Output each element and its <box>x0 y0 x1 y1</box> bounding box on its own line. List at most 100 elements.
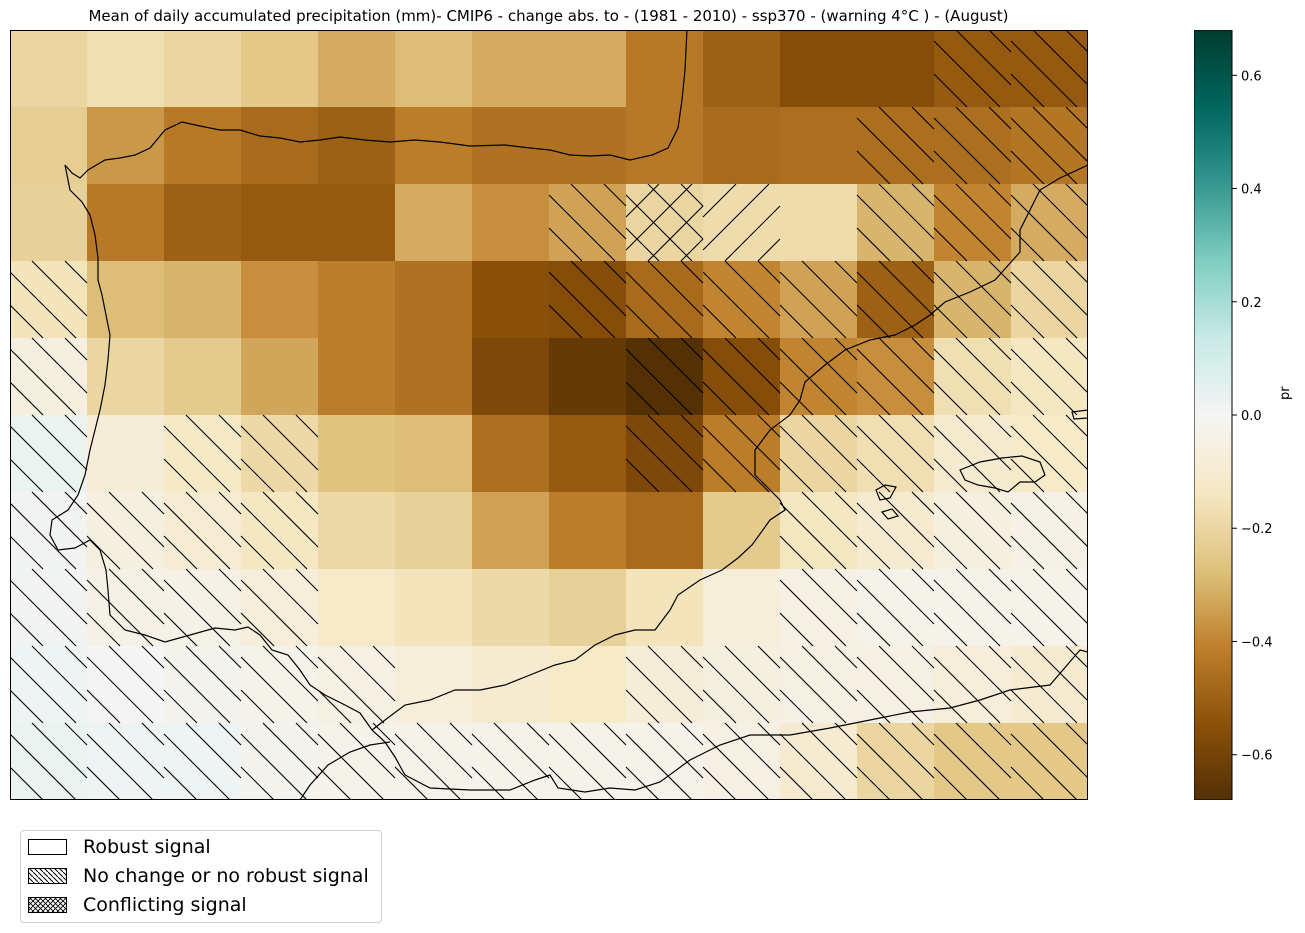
no-signal-hatch-cell <box>779 722 858 800</box>
grid-cell <box>549 184 627 262</box>
grid-cell <box>87 569 165 647</box>
grid-cell <box>626 415 704 493</box>
grid-cell <box>241 723 319 800</box>
colorbar-tick-label: 0.6 <box>1241 69 1262 84</box>
grid-cell <box>780 30 858 108</box>
no-signal-hatch-cell <box>779 260 858 339</box>
no-signal-hatch-cell <box>933 106 1012 185</box>
grid-cell <box>164 30 242 108</box>
grid-cell <box>780 261 858 339</box>
no-signal-hatch-cell <box>779 568 858 647</box>
grid-cell <box>318 184 396 262</box>
no-signal-hatch-cell <box>625 414 704 493</box>
no-signal-hatch-cell <box>240 722 319 800</box>
no-signal-hatch-cell <box>779 645 858 724</box>
grid-cell <box>472 646 550 724</box>
grid-cell <box>395 723 473 800</box>
hatch-legend: Robust signal No change or no robust sig… <box>20 830 382 923</box>
grid-cell <box>780 569 858 647</box>
legend-label-no-signal: No change or no robust signal <box>83 865 369 887</box>
grid-cell <box>395 646 473 724</box>
grid-cell <box>857 184 935 262</box>
grid-cell <box>87 107 165 185</box>
grid-cell <box>10 723 88 800</box>
grid-cell <box>241 415 319 493</box>
robust-swatch-icon <box>28 839 67 855</box>
map-title: Mean of daily accumulated precipitation … <box>88 7 1009 25</box>
grid-cell <box>87 646 165 724</box>
colorbar-tick-label: 0.2 <box>1241 296 1262 311</box>
grid-cell <box>549 261 627 339</box>
grid-cell <box>857 338 935 416</box>
grid-cell <box>472 338 550 416</box>
no-signal-hatch-cell <box>625 722 704 800</box>
no-signal-hatch-cell <box>933 722 1012 800</box>
no-signal-hatch-cell <box>933 30 1012 108</box>
colorbar-tick-label: 0.0 <box>1241 409 1262 424</box>
grid-cell <box>549 492 627 570</box>
colorbar: 0.6 0.4 0.2 0.0 −0.2 −0.4 −0.6 <box>1194 30 1273 800</box>
grid-cell <box>472 492 550 570</box>
no-signal-hatch-cell <box>933 491 1012 570</box>
grid-cell <box>1011 415 1088 493</box>
grid-cell <box>318 492 396 570</box>
no-signal-hatch-cell <box>163 722 242 800</box>
grid-cell <box>934 30 1012 108</box>
grid-cell <box>857 261 935 339</box>
grid-cell <box>164 261 242 339</box>
no-signal-hatch-cell <box>702 260 781 339</box>
no-signal-hatch-cell <box>856 183 935 262</box>
grid-cell <box>626 184 704 262</box>
grid-cell <box>703 184 781 262</box>
no-signal-hatch-cell <box>1010 722 1088 800</box>
no-signal-hatch-cell <box>933 568 1012 647</box>
grid-cell <box>626 261 704 339</box>
grid-cell <box>703 569 781 647</box>
grid-cell <box>472 415 550 493</box>
grid-cell <box>1011 723 1088 800</box>
grid-cell <box>318 261 396 339</box>
no-signal-hatch-cell <box>856 722 935 800</box>
legend-item-conflicting: Conflicting signal <box>28 894 247 916</box>
no-signal-hatch-cell <box>1010 414 1088 493</box>
no-signal-hatch-cell <box>86 568 165 647</box>
legend-label-conflicting: Conflicting signal <box>83 894 247 916</box>
grid-cell <box>164 492 242 570</box>
no-signal-hatch-cell <box>1010 30 1088 108</box>
grid-cell <box>395 261 473 339</box>
no-signal-hatch-cell <box>779 491 858 570</box>
no-signal-hatch-cell <box>1010 645 1088 724</box>
grid-cell <box>395 338 473 416</box>
no-signal-hatch-cell <box>1010 106 1088 185</box>
no-signal-hatch-cell <box>702 722 781 800</box>
grid-cell <box>87 184 165 262</box>
no-signal-hatch-cell <box>240 568 319 647</box>
grid-cell <box>241 569 319 647</box>
grid-cell <box>10 107 88 185</box>
grid-cell <box>87 723 165 800</box>
colorbar-tick-label: −0.4 <box>1241 635 1273 650</box>
colorbar-gradient <box>1194 30 1233 800</box>
grid-cell <box>549 30 627 108</box>
grid-cell <box>857 492 935 570</box>
no-signal-hatch-cell <box>86 722 165 800</box>
no-signal-hatch-cell <box>779 337 858 416</box>
grid-cell <box>318 107 396 185</box>
grid-cell <box>164 338 242 416</box>
grid-cell <box>934 107 1012 185</box>
grid-cell <box>10 261 88 339</box>
grid-cell <box>395 184 473 262</box>
no-signal-hatch-cell <box>933 183 1012 262</box>
grid-cell <box>472 723 550 800</box>
conflicting-hatch-cell <box>702 183 781 262</box>
grid-cells <box>10 30 1088 800</box>
grid-cell <box>857 415 935 493</box>
no-signal-hatch-cell <box>933 260 1012 339</box>
grid-cell <box>1011 261 1088 339</box>
no-signal-hatch-cell <box>856 491 935 570</box>
grid-cell <box>857 723 935 800</box>
grid-cell <box>549 338 627 416</box>
grid-cell <box>472 30 550 108</box>
legend-item-robust: Robust signal <box>28 836 211 858</box>
grid-cell <box>1011 107 1088 185</box>
